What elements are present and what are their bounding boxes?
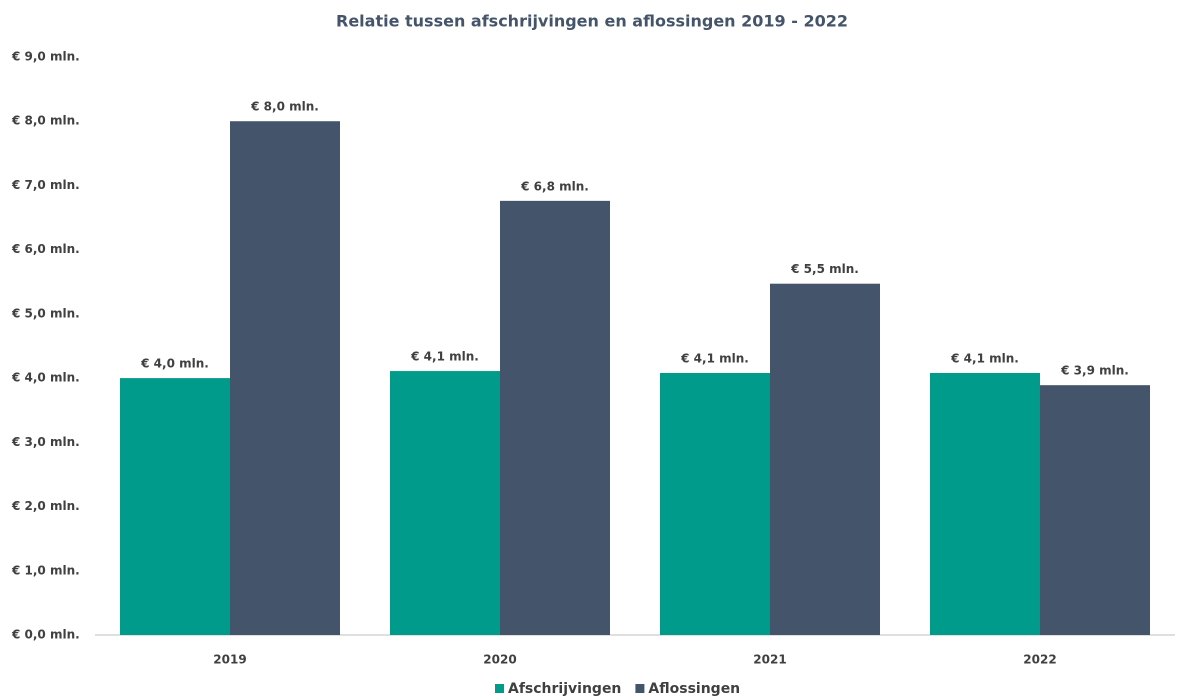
data-label: € 4,1 mln. bbox=[410, 350, 479, 364]
bar bbox=[770, 283, 880, 635]
legend-label: Aflossingen bbox=[648, 681, 740, 697]
data-label: € 4,1 mln. bbox=[680, 351, 749, 365]
y-tick-label: € 3,0 mln. bbox=[11, 435, 80, 449]
bar bbox=[390, 371, 500, 635]
bar bbox=[660, 372, 770, 635]
y-tick-label: € 9,0 mln. bbox=[11, 50, 80, 64]
bar bbox=[1040, 385, 1150, 635]
data-label: € 3,9 mln. bbox=[1060, 364, 1129, 378]
legend-swatch bbox=[495, 684, 504, 693]
bar bbox=[500, 200, 610, 635]
data-label: € 6,8 mln. bbox=[520, 179, 589, 193]
chart-title: Relatie tussen afschrijvingen en aflossi… bbox=[336, 12, 848, 31]
y-tick-label: € 4,0 mln. bbox=[11, 371, 80, 385]
x-tick-label: 2021 bbox=[753, 653, 786, 667]
y-tick-label: € 6,0 mln. bbox=[11, 242, 80, 256]
bar bbox=[930, 372, 1040, 635]
bar bbox=[120, 378, 230, 635]
y-tick-label: € 1,0 mln. bbox=[11, 563, 80, 577]
data-label: € 8,0 mln. bbox=[250, 100, 319, 114]
y-tick-label: € 5,0 mln. bbox=[11, 306, 80, 320]
legend-label: Afschrijvingen bbox=[508, 681, 621, 697]
y-tick-label: € 2,0 mln. bbox=[11, 499, 80, 513]
data-label: € 4,0 mln. bbox=[140, 357, 209, 371]
data-label: € 5,5 mln. bbox=[790, 262, 859, 276]
y-tick-label: € 8,0 mln. bbox=[11, 114, 80, 128]
y-tick-label: € 7,0 mln. bbox=[11, 178, 80, 192]
y-tick-label: € 0,0 mln. bbox=[11, 628, 80, 642]
data-label: € 4,1 mln. bbox=[950, 351, 1019, 365]
x-tick-label: 2020 bbox=[483, 653, 516, 667]
x-tick-label: 2022 bbox=[1023, 653, 1056, 667]
x-tick-label: 2019 bbox=[213, 653, 246, 667]
bar bbox=[230, 121, 340, 635]
legend-swatch bbox=[635, 684, 645, 693]
